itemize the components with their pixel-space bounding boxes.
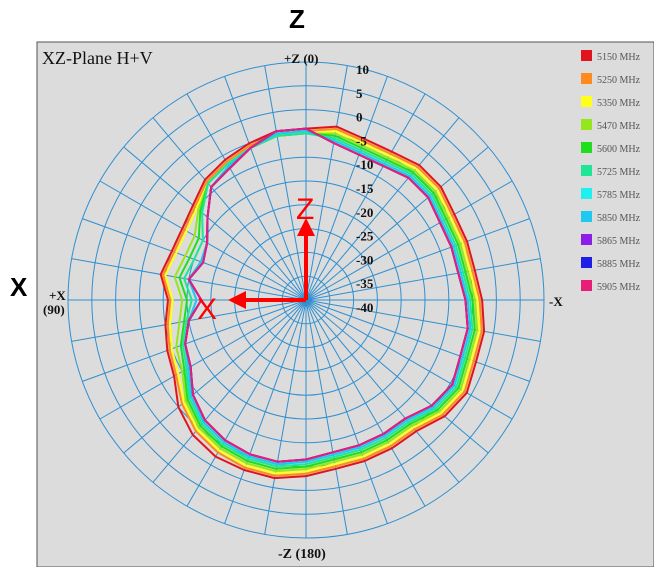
grid-spoke xyxy=(305,299,388,524)
z-arrow-head xyxy=(297,218,315,236)
grid-spoke xyxy=(305,65,348,301)
legend-swatch xyxy=(581,96,592,107)
legend-label: 5865 MHz xyxy=(597,236,641,247)
legend-label: 5785 MHz xyxy=(597,190,641,201)
grid-spoke xyxy=(305,299,348,535)
radial-tick-label: -10 xyxy=(356,157,373,172)
grid-spoke xyxy=(305,146,489,301)
grid-spoke xyxy=(264,65,307,301)
radial-tick-label: -15 xyxy=(356,181,374,196)
radial-tick-label: 0 xyxy=(356,110,363,125)
grid-spoke xyxy=(123,146,307,301)
legend-label: 5850 MHz xyxy=(597,213,641,224)
direction-label-top: +Z (0) xyxy=(284,51,319,66)
series-line-0 xyxy=(159,125,486,480)
grid-spoke xyxy=(305,299,489,454)
grid-spoke xyxy=(305,299,530,382)
legend-swatch xyxy=(581,234,592,245)
series-line-2 xyxy=(164,130,481,475)
x-arrow-head xyxy=(228,291,246,309)
axis-arrows: Z X xyxy=(197,193,315,326)
grid-spoke xyxy=(82,299,307,382)
series-line-3 xyxy=(173,132,479,473)
direction-label-left-angle: (90) xyxy=(43,302,65,317)
grid-spoke xyxy=(152,117,307,301)
grid-spoke xyxy=(224,299,307,524)
grid-spoke xyxy=(99,299,307,420)
grid-spoke xyxy=(305,180,513,301)
legend-swatch xyxy=(581,142,592,153)
legend-label: 5470 MHz xyxy=(597,121,641,132)
legend-swatch xyxy=(581,119,592,130)
legend-label: 5885 MHz xyxy=(597,259,641,270)
legend-swatch xyxy=(581,257,592,268)
legend-swatch xyxy=(581,73,592,84)
grid-spoke xyxy=(305,76,388,301)
legend-label: 5725 MHz xyxy=(597,167,641,178)
grid-spoke xyxy=(264,299,307,535)
legend-label: 5905 MHz xyxy=(597,282,641,293)
radial-tick-label: 5 xyxy=(356,86,363,101)
direction-label-bottom: -Z (180) xyxy=(278,547,326,562)
legend-swatch xyxy=(581,188,592,199)
radial-tick-label: -35 xyxy=(356,276,374,291)
grid-spoke xyxy=(123,299,307,454)
series-curves xyxy=(159,125,486,480)
grid-spoke xyxy=(224,76,307,301)
legend-swatch xyxy=(581,50,592,61)
grid-spoke xyxy=(152,299,307,483)
grid-spoke xyxy=(305,218,530,301)
legend-swatch xyxy=(581,280,592,291)
legend-swatch xyxy=(581,211,592,222)
x-axis-title: X xyxy=(10,272,28,302)
legend-label: 5150 MHz xyxy=(597,52,641,63)
direction-label-right: -X xyxy=(549,294,563,309)
z-axis-title: Z xyxy=(289,4,305,34)
series-line-5 xyxy=(182,132,474,468)
radial-tick-label: 10 xyxy=(356,62,369,77)
grid-spoke xyxy=(186,299,307,507)
radial-tick-label: -5 xyxy=(356,133,367,148)
grid-spoke xyxy=(305,299,513,420)
legend: 5150 MHz 5250 MHz 5350 MHz 5470 MHz 5600 MHz… xyxy=(581,50,641,293)
radial-tick-label: -20 xyxy=(356,205,373,220)
grid-spoke xyxy=(305,299,541,342)
radial-tick-label: -30 xyxy=(356,252,373,267)
grid-spoke xyxy=(305,299,460,483)
grid-spoke xyxy=(186,93,307,301)
radial-tick-label: -40 xyxy=(356,300,373,315)
legend-swatch xyxy=(581,165,592,176)
grid-spoke xyxy=(305,117,460,301)
series-line-4 xyxy=(178,132,476,470)
grid-spoke xyxy=(305,93,426,301)
radial-tick-labels: 10 5 0 -5 -10 -15 -20 -25 -30 -35 -40 xyxy=(356,62,374,315)
series-line-1 xyxy=(162,127,483,477)
series-line-10 xyxy=(184,127,469,463)
plot-title: XZ-Plane H+V xyxy=(42,48,153,68)
radial-tick-label: -25 xyxy=(356,229,374,244)
legend-label: 5600 MHz xyxy=(597,144,641,155)
grid-spoke xyxy=(305,258,541,301)
grid-spoke xyxy=(305,299,426,507)
legend-label: 5250 MHz xyxy=(597,75,641,86)
direction-label-left-sign: +X xyxy=(49,288,66,303)
z-arrow-label: Z xyxy=(296,193,314,226)
legend-label: 5350 MHz xyxy=(597,98,641,109)
x-arrow-label: X xyxy=(197,293,217,326)
